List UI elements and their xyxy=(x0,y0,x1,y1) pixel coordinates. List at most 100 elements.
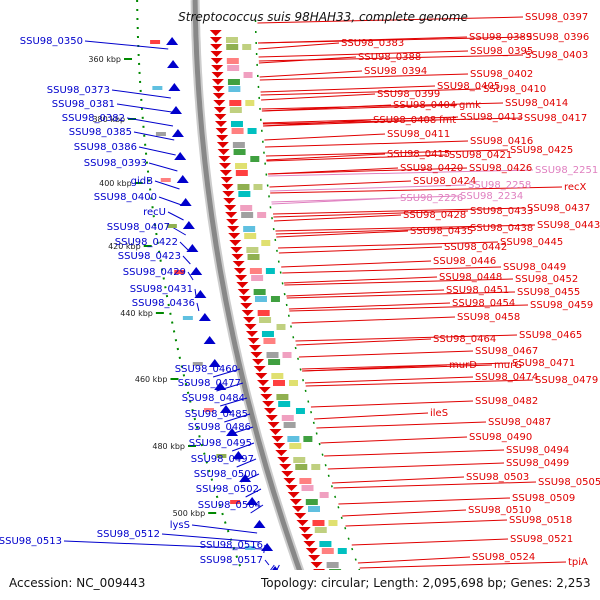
gene-block xyxy=(328,520,338,526)
right-gene-label: SSU98_0494 xyxy=(506,445,569,456)
right-leader-line xyxy=(272,207,526,215)
gene-block xyxy=(337,548,347,554)
minus-strand-gene-arrow xyxy=(186,244,199,252)
left-leader-line xyxy=(187,271,194,281)
left-gene-label: SSU98_0460 xyxy=(175,364,238,375)
minus-strand-gene-block xyxy=(152,86,163,90)
left-leader-line xyxy=(154,180,180,190)
minus-strand-gene-arrow xyxy=(239,474,252,482)
gene-block xyxy=(271,373,284,379)
plus-strand-gene-arrow xyxy=(211,65,224,71)
right-gene-label: SSU98_0402 xyxy=(470,69,533,80)
right-leader-line xyxy=(262,117,523,125)
right-leader-line xyxy=(258,50,469,58)
plus-strand-gene-arrow xyxy=(225,212,238,218)
plus-strand-gene-arrow xyxy=(212,86,225,92)
gene-block xyxy=(282,352,292,358)
minus-strand-gene-block xyxy=(192,362,203,366)
gene-block xyxy=(247,254,260,260)
gene-block xyxy=(226,58,239,64)
left-gene-label: SSU98_0381 xyxy=(52,99,115,110)
gene-block xyxy=(308,506,321,512)
right-gene-label: SSU98_0454 xyxy=(452,298,515,309)
right-leader-line xyxy=(296,338,432,346)
right-leader-line xyxy=(260,88,482,96)
gene-block xyxy=(235,163,248,169)
plus-strand-gene-arrow xyxy=(211,72,224,78)
right-gene-label: SSU98_0383 xyxy=(341,38,404,49)
plus-strand-gene-arrow xyxy=(227,226,240,232)
plus-strand-gene-arrow xyxy=(224,205,237,211)
minus-strand-gene-arrow xyxy=(219,405,232,413)
plus-strand-gene-arrow xyxy=(310,562,323,568)
left-gene-label: SSU98_0436 xyxy=(132,298,195,309)
plus-strand-gene-arrow xyxy=(279,464,292,470)
right-gene-label: SSU98_0442 xyxy=(444,242,507,253)
right-leader-line xyxy=(278,241,499,249)
gene-block xyxy=(249,268,262,274)
right-leader-line xyxy=(276,230,409,238)
right-gene-label: SSU98_0420 xyxy=(400,163,463,174)
gene-block xyxy=(235,170,248,176)
right-leader-line xyxy=(258,54,524,62)
plus-strand-gene-arrow xyxy=(287,492,300,498)
right-leader-line xyxy=(271,195,459,203)
right-gene-label: SSU98_0399 xyxy=(377,89,440,100)
left-gene-label: SSU98_0484 xyxy=(182,393,245,404)
minus-strand-gene-arrow xyxy=(171,129,184,137)
right-gene-label: SSU98_0451 xyxy=(446,285,509,296)
gene-block xyxy=(276,394,289,400)
minus-strand-gene-block xyxy=(166,224,177,228)
right-leader-line xyxy=(298,350,474,358)
gene-block xyxy=(265,268,275,274)
plus-strand-gene-arrow xyxy=(230,247,243,253)
plus-strand-gene-arrow xyxy=(303,541,316,547)
plus-strand-gene-arrow xyxy=(281,471,294,477)
right-leader-line xyxy=(266,154,448,162)
left-gene-label: SSU98_0423 xyxy=(118,251,181,262)
genome-title: Streptococcus suis 98HAH33, complete gen… xyxy=(178,10,468,24)
right-gene-label: SSU98_0433 xyxy=(470,206,533,217)
right-leader-line xyxy=(266,153,386,161)
plus-strand-gene-arrow xyxy=(209,37,222,43)
plus-strand-gene-arrow xyxy=(269,429,282,435)
left-leader-line xyxy=(158,196,182,206)
minus-strand-gene-arrow xyxy=(198,313,211,321)
right-leader-line xyxy=(267,167,468,175)
minus-strand-gene-arrow xyxy=(182,221,195,229)
minus-strand-gene-arrow xyxy=(167,60,180,68)
right-leader-line xyxy=(333,481,537,489)
left-gene-label: SSU98_0386 xyxy=(74,142,137,153)
left-gene-label: SSU98_0422 xyxy=(115,237,178,248)
left-leader-line xyxy=(220,397,248,407)
right-gene-label: SSU98_0437 xyxy=(527,203,590,214)
plus-strand-gene-arrow xyxy=(241,310,254,316)
right-gene-label: SSU98_0408 xyxy=(373,115,436,126)
right-leader-line xyxy=(268,169,534,177)
gene-block xyxy=(276,324,286,330)
minus-strand-gene-block xyxy=(203,408,214,412)
plus-strand-gene-arrow xyxy=(215,128,228,134)
ruler-dotted-guide xyxy=(136,0,254,600)
minus-strand-gene-block xyxy=(230,500,241,504)
gene-block xyxy=(240,205,253,211)
gene-block xyxy=(243,226,256,232)
gene-block xyxy=(237,184,250,190)
right-gene-label: SSU98_0452 xyxy=(515,274,578,285)
right-gene-label: gmk xyxy=(459,100,481,111)
right-leader-line xyxy=(275,224,536,232)
gene-block xyxy=(295,408,305,414)
plus-strand-gene-arrow xyxy=(220,177,233,183)
right-gene-label: murG xyxy=(494,360,522,371)
right-gene-label: SSU98_0490 xyxy=(469,432,532,443)
right-gene-label: SSU98_0505 xyxy=(538,477,600,488)
gene-block xyxy=(268,359,281,365)
right-leader-line xyxy=(314,412,429,420)
left-leader-line xyxy=(179,241,189,251)
plus-strand-gene-arrow xyxy=(247,338,260,344)
left-gene-label: SSU98_0382 xyxy=(62,113,125,124)
right-leader-line xyxy=(259,73,469,81)
gene-block xyxy=(303,436,313,442)
right-gene-label: SSU98_0405 xyxy=(437,81,500,92)
plus-strand-gene-arrow xyxy=(226,219,239,225)
